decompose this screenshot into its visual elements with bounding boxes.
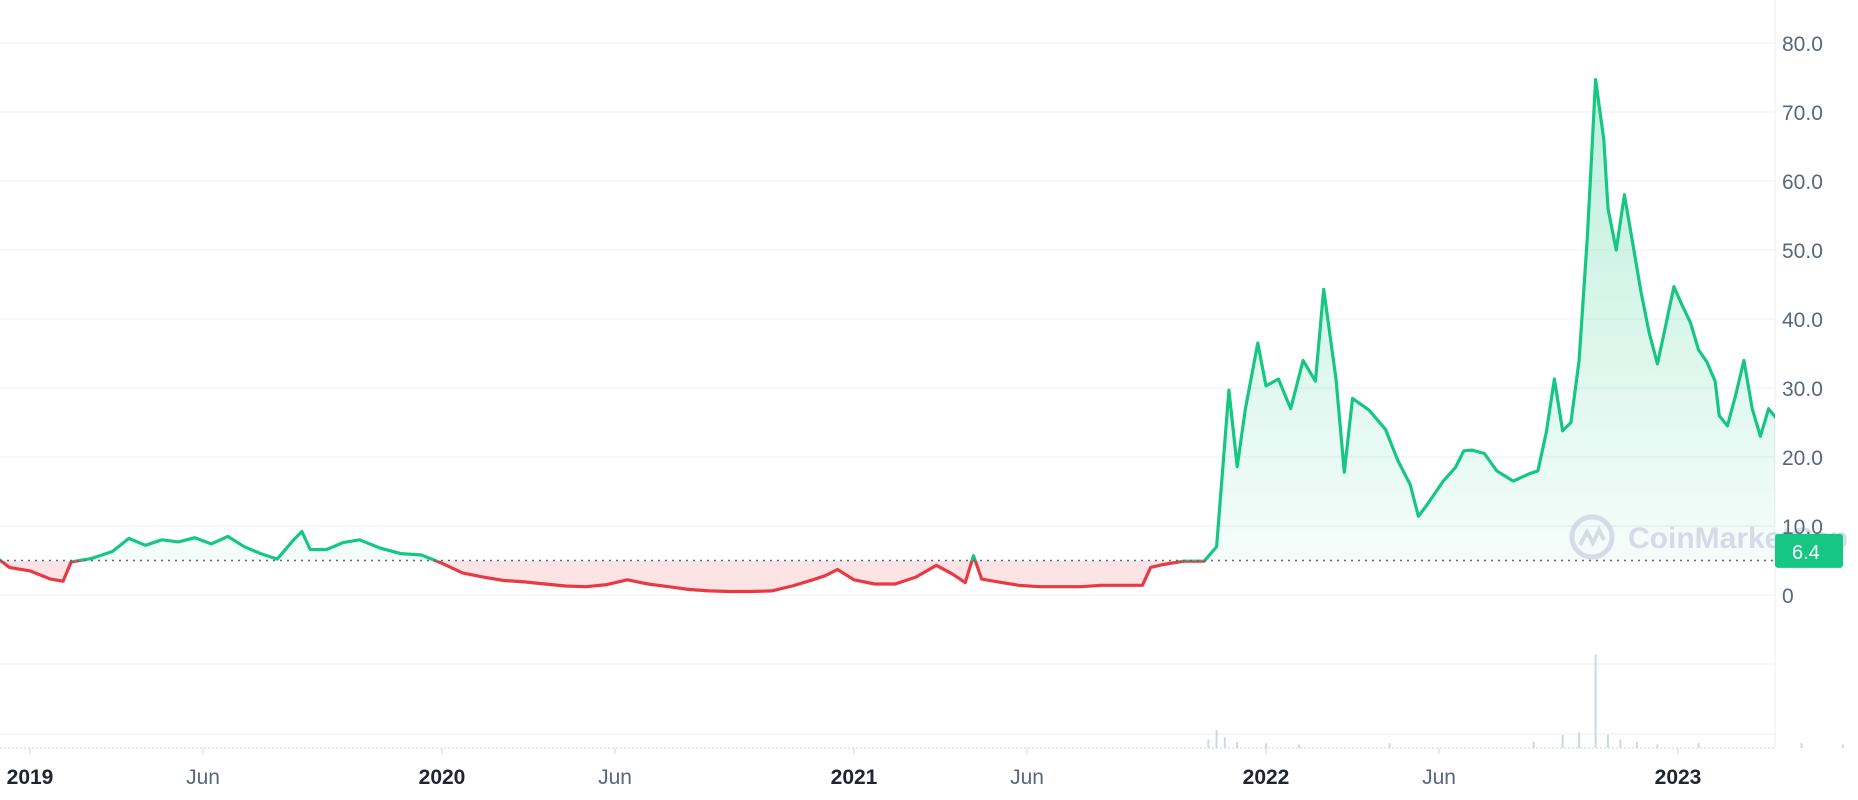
- y-tick-label: 80.0: [1782, 33, 1823, 56]
- price-series: [0, 78, 1775, 594]
- current-price-badge: [1775, 533, 1843, 568]
- volume-bar: [1207, 739, 1210, 748]
- y-tick-label: 70.0: [1782, 102, 1823, 125]
- volume-bar: [1265, 743, 1267, 748]
- current-price-marker: 6.4: [1775, 533, 1843, 568]
- x-tick-label: Jun: [598, 766, 632, 789]
- x-tick-label: Jun: [186, 766, 220, 789]
- area-above-baseline: [0, 79, 1775, 561]
- volume-bar: [1594, 654, 1597, 748]
- x-tick-label: 2020: [419, 766, 466, 789]
- y-tick-label: 0: [1782, 585, 1794, 608]
- price-line-up: [0, 78, 1775, 561]
- y-tick-label: 50.0: [1782, 240, 1823, 263]
- x-tick-label: Jun: [1422, 766, 1456, 789]
- watermark-logo-wave-icon: [1578, 525, 1606, 548]
- current-price-label: 6.4: [1792, 542, 1820, 564]
- watermark-logo-icon: [1569, 514, 1615, 560]
- x-tick-label: 2019: [7, 766, 54, 789]
- y-tick-label: 60.0: [1782, 171, 1823, 194]
- volume-bar: [1606, 734, 1609, 748]
- x-tick-label: 2022: [1243, 766, 1290, 789]
- volume-bar: [1215, 730, 1218, 748]
- x-tick-label: Jun: [1010, 766, 1044, 789]
- volume-bar: [1697, 743, 1700, 748]
- volume-bar: [1619, 739, 1622, 748]
- volume-bar: [1236, 742, 1239, 748]
- y-tick-label: 30.0: [1782, 378, 1823, 401]
- x-axis: 2019 Jun 2020 Jun 2021 Jun 2022 Jun 2023: [0, 747, 1775, 789]
- volume-bar: [1635, 742, 1638, 748]
- x-tick-label: 2021: [831, 766, 878, 789]
- volume-bar: [1223, 737, 1226, 748]
- volume-bar: [1578, 732, 1581, 748]
- volume-bars: [1207, 654, 1844, 748]
- grid-lines: [0, 0, 1776, 748]
- volume-bar: [1297, 744, 1300, 748]
- x-tick-label: 2023: [1655, 766, 1702, 789]
- y-tick-label: 10.0: [1782, 516, 1823, 539]
- y-tick-label: 40.0: [1782, 309, 1823, 332]
- volume-bar: [1800, 743, 1803, 748]
- area-below-baseline: [1, 561, 1205, 592]
- volume-bar: [1656, 744, 1659, 748]
- price-line-down: [0, 561, 1207, 594]
- y-axis: 0 10.0 20.0 30.0 40.0 50.0 60.0 70.0 80.0: [1782, 33, 1823, 608]
- volume-bar: [1388, 743, 1391, 748]
- volume-bar: [1561, 734, 1564, 748]
- y-tick-label: 20.0: [1782, 447, 1823, 470]
- volume-bar: [1841, 744, 1844, 748]
- volume-bar: [1532, 742, 1535, 748]
